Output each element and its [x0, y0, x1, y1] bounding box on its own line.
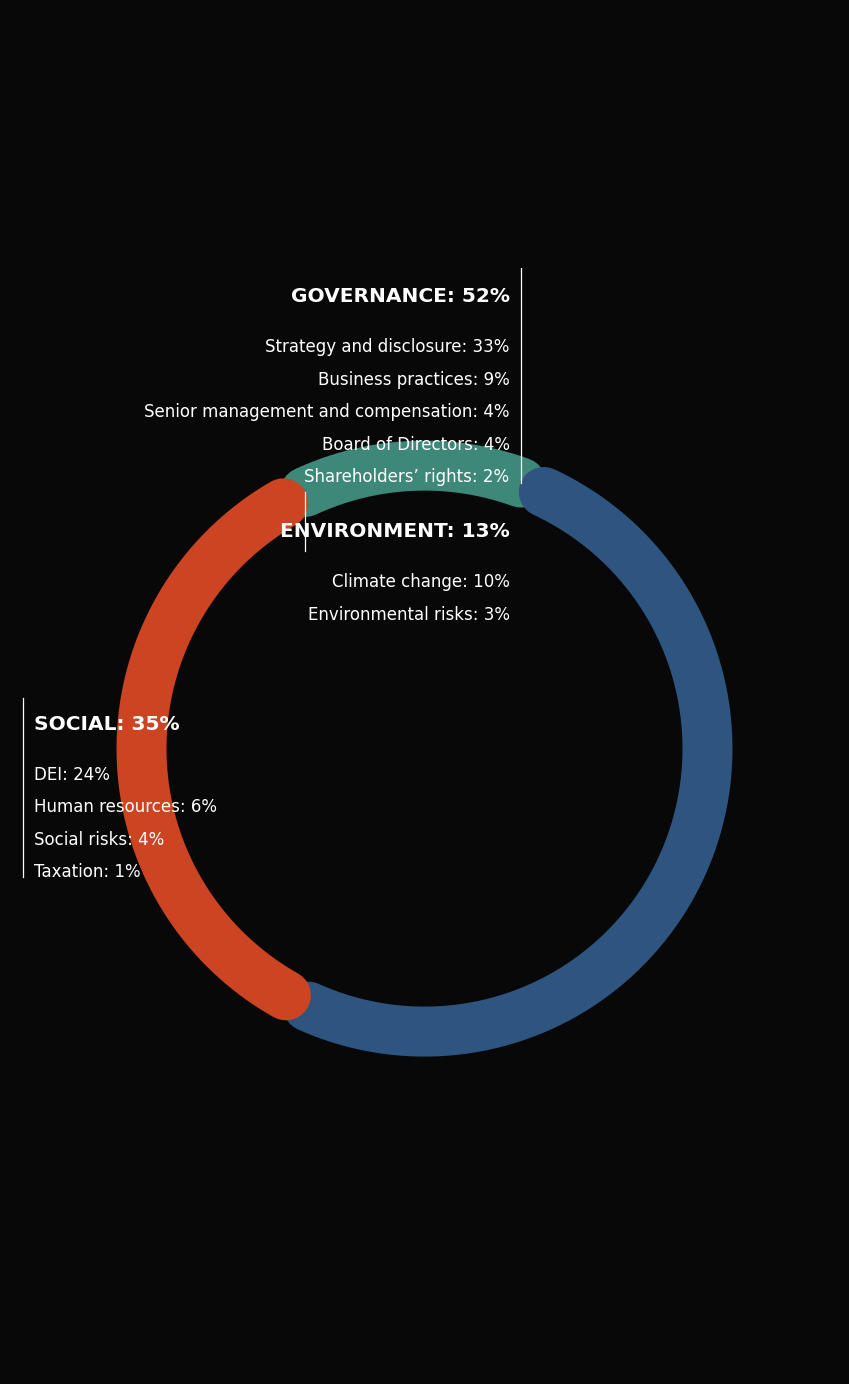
Text: DEI: 24%: DEI: 24%	[34, 765, 110, 783]
Text: SOCIAL: 35%: SOCIAL: 35%	[34, 714, 180, 734]
Text: Human resources: 6%: Human resources: 6%	[34, 799, 217, 817]
Text: Shareholders’ rights: 2%: Shareholders’ rights: 2%	[305, 468, 509, 486]
Text: Board of Directors: 4%: Board of Directors: 4%	[322, 436, 509, 454]
Text: Social risks: 4%: Social risks: 4%	[34, 830, 164, 848]
Text: Climate change: 10%: Climate change: 10%	[332, 573, 509, 591]
Text: Strategy and disclosure: 33%: Strategy and disclosure: 33%	[265, 338, 509, 356]
Text: Taxation: 1%: Taxation: 1%	[34, 864, 141, 882]
Text: GOVERNANCE: 52%: GOVERNANCE: 52%	[290, 288, 509, 306]
Text: Environmental risks: 3%: Environmental risks: 3%	[307, 606, 509, 624]
Text: Senior management and compensation: 4%: Senior management and compensation: 4%	[144, 403, 509, 421]
Text: Business practices: 9%: Business practices: 9%	[318, 371, 509, 389]
Text: ENVIRONMENT: 13%: ENVIRONMENT: 13%	[280, 522, 509, 541]
